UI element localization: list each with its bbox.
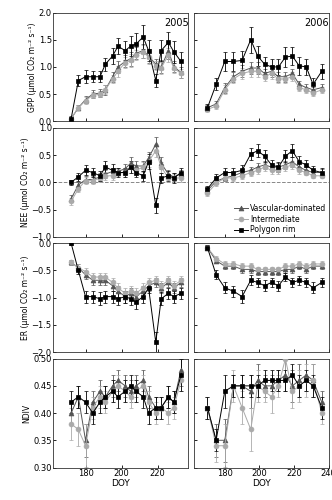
Text: 2005: 2005	[164, 18, 189, 28]
Text: 2006: 2006	[304, 18, 329, 28]
Y-axis label: NEE (μmol CO₂ m⁻² s⁻¹): NEE (μmol CO₂ m⁻² s⁻¹)	[21, 138, 30, 227]
Legend: Vascular-dominated, Intermediate, Polygon rim: Vascular-dominated, Intermediate, Polygo…	[234, 204, 326, 234]
X-axis label: DOY: DOY	[111, 480, 130, 488]
X-axis label: DOY: DOY	[252, 480, 271, 488]
Y-axis label: NDIV: NDIV	[22, 404, 31, 422]
Y-axis label: ER (μmol CO₂ m⁻² s⁻¹): ER (μmol CO₂ m⁻² s⁻¹)	[21, 256, 30, 340]
Y-axis label: GPP (μmol CO₂ m⁻² s⁻¹): GPP (μmol CO₂ m⁻² s⁻¹)	[28, 22, 37, 112]
